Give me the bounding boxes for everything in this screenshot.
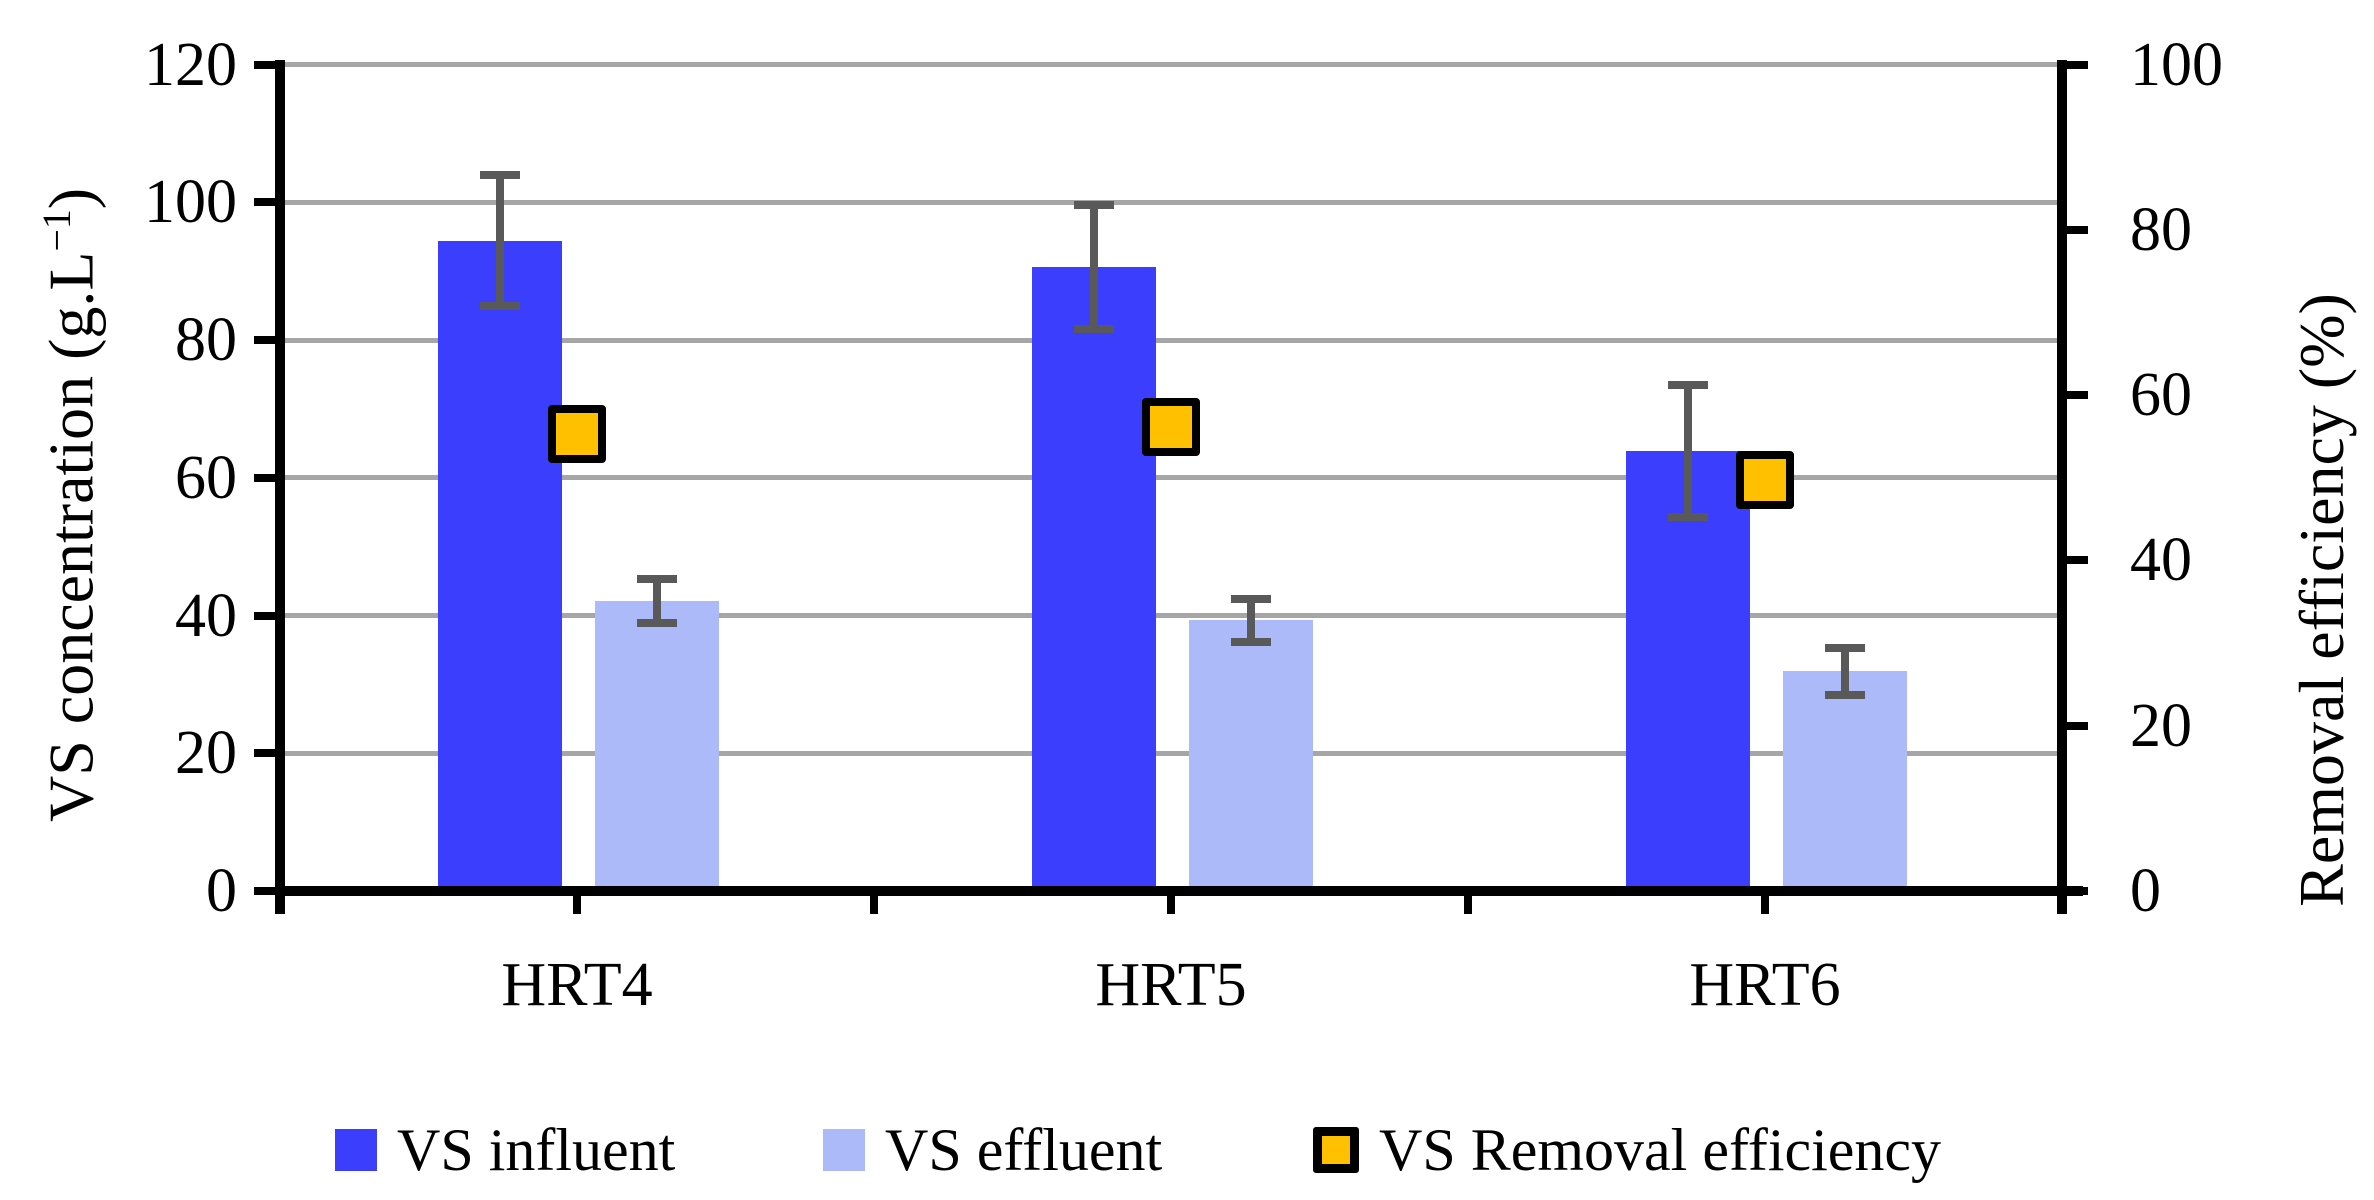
legend-swatch-vs-influent <box>335 1129 377 1171</box>
right-axis-tick <box>2067 391 2088 400</box>
legend-label: VS Removal efficiency <box>1379 1116 1942 1183</box>
right-axis-tick <box>2067 887 2088 895</box>
influent-error-bar-bottom-cap <box>1667 513 1708 521</box>
right-axis-tick-label: 80 <box>2130 195 2192 264</box>
influent-error-bar-top-cap <box>1667 380 1708 389</box>
left-axis-tick-label: 0 <box>206 857 237 925</box>
left-axis-tick <box>254 60 275 69</box>
right-axis-tick-label: 20 <box>2130 691 2192 760</box>
left-axis-tick <box>254 198 275 207</box>
left-axis-line <box>275 60 285 914</box>
x-axis-tick <box>2058 891 2066 914</box>
right-axis-tick <box>2067 721 2088 730</box>
effluent-error-bar-top-cap <box>636 574 677 583</box>
right-axis-tick <box>2067 60 2088 69</box>
left-axis-tick-label: 60 <box>175 443 237 512</box>
vs-effluent-bar <box>1188 620 1313 891</box>
removal-efficiency-marker <box>1736 451 1794 510</box>
gridline <box>285 337 2057 343</box>
right-axis-tick-label: 60 <box>2130 361 2192 430</box>
x-axis-category-label: HRT5 <box>1095 951 1247 1019</box>
influent-error-bar-line <box>495 175 504 307</box>
gridline <box>285 199 2057 205</box>
influent-error-bar-bottom-cap <box>479 302 520 311</box>
x-axis-tick <box>1167 891 1175 914</box>
effluent-error-bar-bottom-cap <box>1230 637 1271 646</box>
vs-influent-bar <box>1031 266 1156 891</box>
x-axis-tick <box>276 891 284 914</box>
left-axis-tick <box>254 749 275 758</box>
right-axis-tick-label: 40 <box>2130 526 2192 595</box>
legend-item-vs-influent: VS influent <box>335 1108 675 1192</box>
influent-error-bar-line <box>1089 205 1098 329</box>
effluent-error-bar-top-cap <box>1230 594 1271 603</box>
right-axis-line <box>2057 60 2067 914</box>
vs-effluent-bar <box>1782 671 1907 891</box>
x-axis-category-label: HRT4 <box>501 951 653 1019</box>
effluent-error-bar-top-cap <box>1824 643 1865 652</box>
legend-swatch-vs-effluent <box>823 1129 865 1171</box>
left-axis-tick <box>254 473 275 482</box>
legend-swatch-vs-removal-efficiency <box>1313 1127 1359 1173</box>
x-axis-line <box>275 886 2083 896</box>
left-axis-tick-label: 120 <box>144 30 237 99</box>
effluent-error-bar-bottom-cap <box>636 619 677 628</box>
x-axis-tick <box>1464 891 1472 914</box>
legend-label: VS influent <box>397 1116 676 1183</box>
left-axis-tick-label: 20 <box>175 719 237 788</box>
right-axis-tick-label: 0 <box>2130 857 2161 925</box>
gridline <box>285 750 2057 756</box>
influent-error-bar-top-cap <box>1073 201 1114 209</box>
x-axis-category-label: HRT6 <box>1689 951 1841 1019</box>
right-axis-tick <box>2067 225 2088 234</box>
left-axis-tick-label: 40 <box>175 581 237 650</box>
effluent-error-bar-line <box>1246 598 1255 642</box>
x-axis-tick <box>573 891 581 914</box>
left-axis-tick <box>254 336 275 344</box>
effluent-error-bar-bottom-cap <box>1824 690 1865 699</box>
left-axis-tick <box>254 887 275 895</box>
gridline <box>285 62 2057 67</box>
legend-item-vs-removal-efficiency: VS Removal efficiency <box>1313 1108 1941 1192</box>
gridline <box>285 475 2057 481</box>
x-axis-tick <box>870 891 878 914</box>
x-axis-tick <box>1761 891 1769 914</box>
left-axis-tick-label: 80 <box>175 306 237 374</box>
right-axis-tick-label: 100 <box>2130 30 2223 99</box>
effluent-error-bar-line <box>652 578 661 624</box>
influent-error-bar-bottom-cap <box>1073 324 1114 333</box>
removal-efficiency-marker <box>548 404 606 463</box>
legend-label: VS effluent <box>885 1116 1163 1183</box>
vs-influent-bar <box>1625 450 1750 891</box>
vs-influent-bar <box>437 240 562 891</box>
right-axis-tick <box>2067 556 2088 565</box>
removal-efficiency-marker <box>1142 397 1200 456</box>
left-axis-tick <box>254 611 275 620</box>
legend-item-vs-effluent: VS effluent <box>823 1108 1162 1192</box>
influent-error-bar-line <box>1683 384 1692 517</box>
left-axis-tick-label: 100 <box>144 168 237 237</box>
vs-effluent-bar <box>594 601 719 891</box>
influent-error-bar-top-cap <box>479 171 520 180</box>
gridline <box>285 613 2057 618</box>
effluent-error-bar-line <box>1840 647 1849 695</box>
